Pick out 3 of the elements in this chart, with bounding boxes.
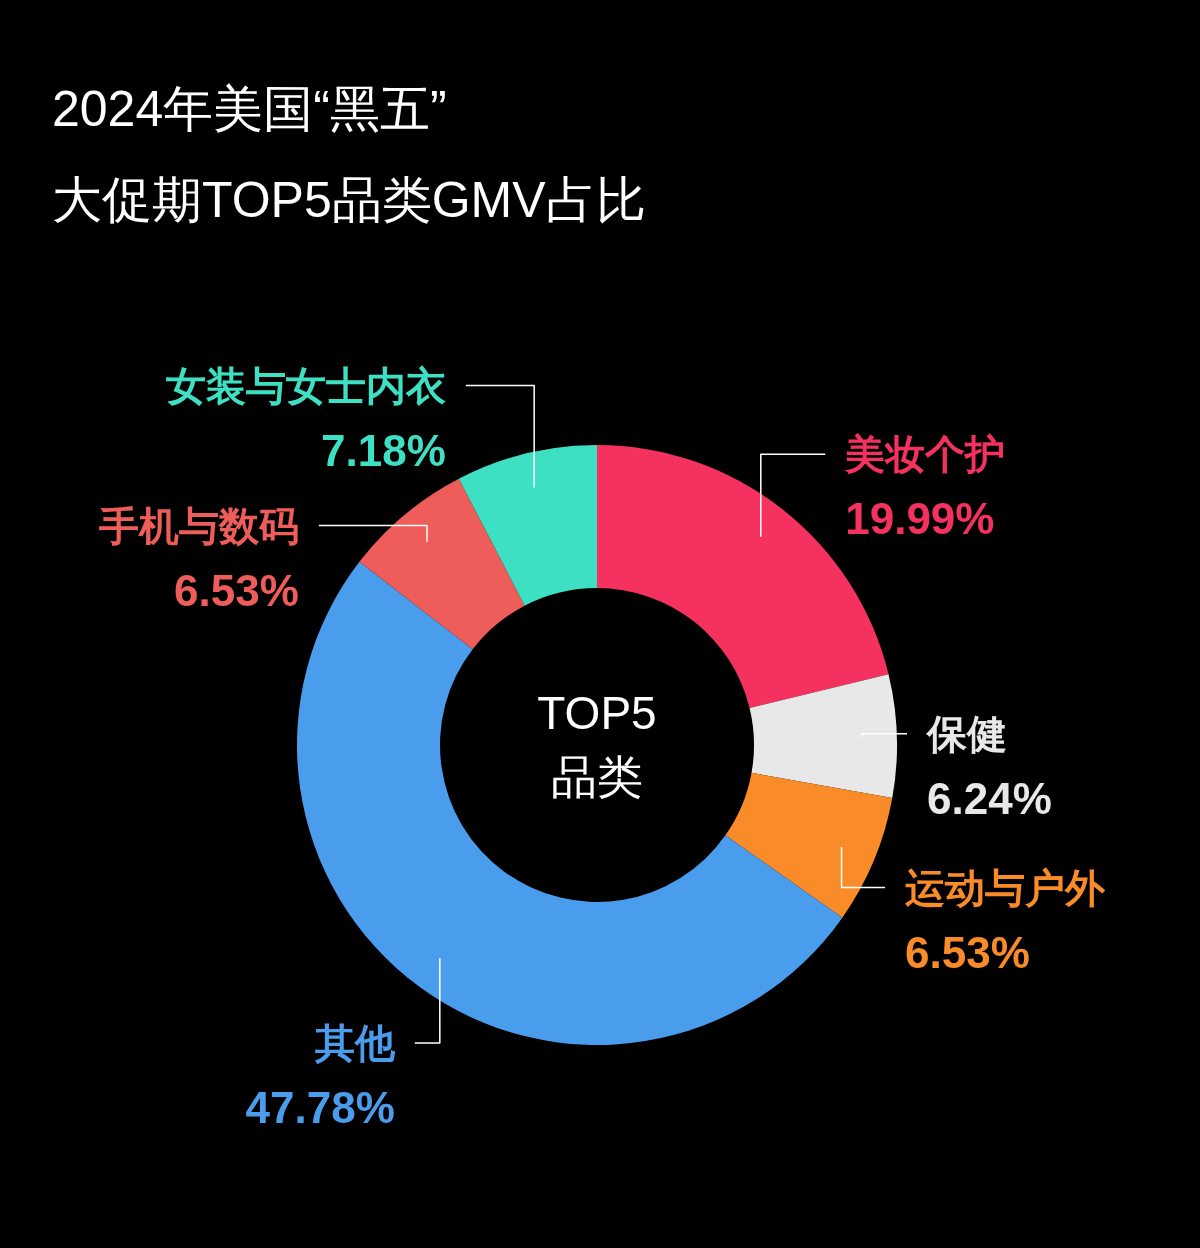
subtitle: 大促期TOP5品类GMV占比 (52, 172, 646, 228)
title: 2024年美国“黑五” (52, 81, 447, 137)
annotation: TOP5 品类 (537, 687, 657, 803)
